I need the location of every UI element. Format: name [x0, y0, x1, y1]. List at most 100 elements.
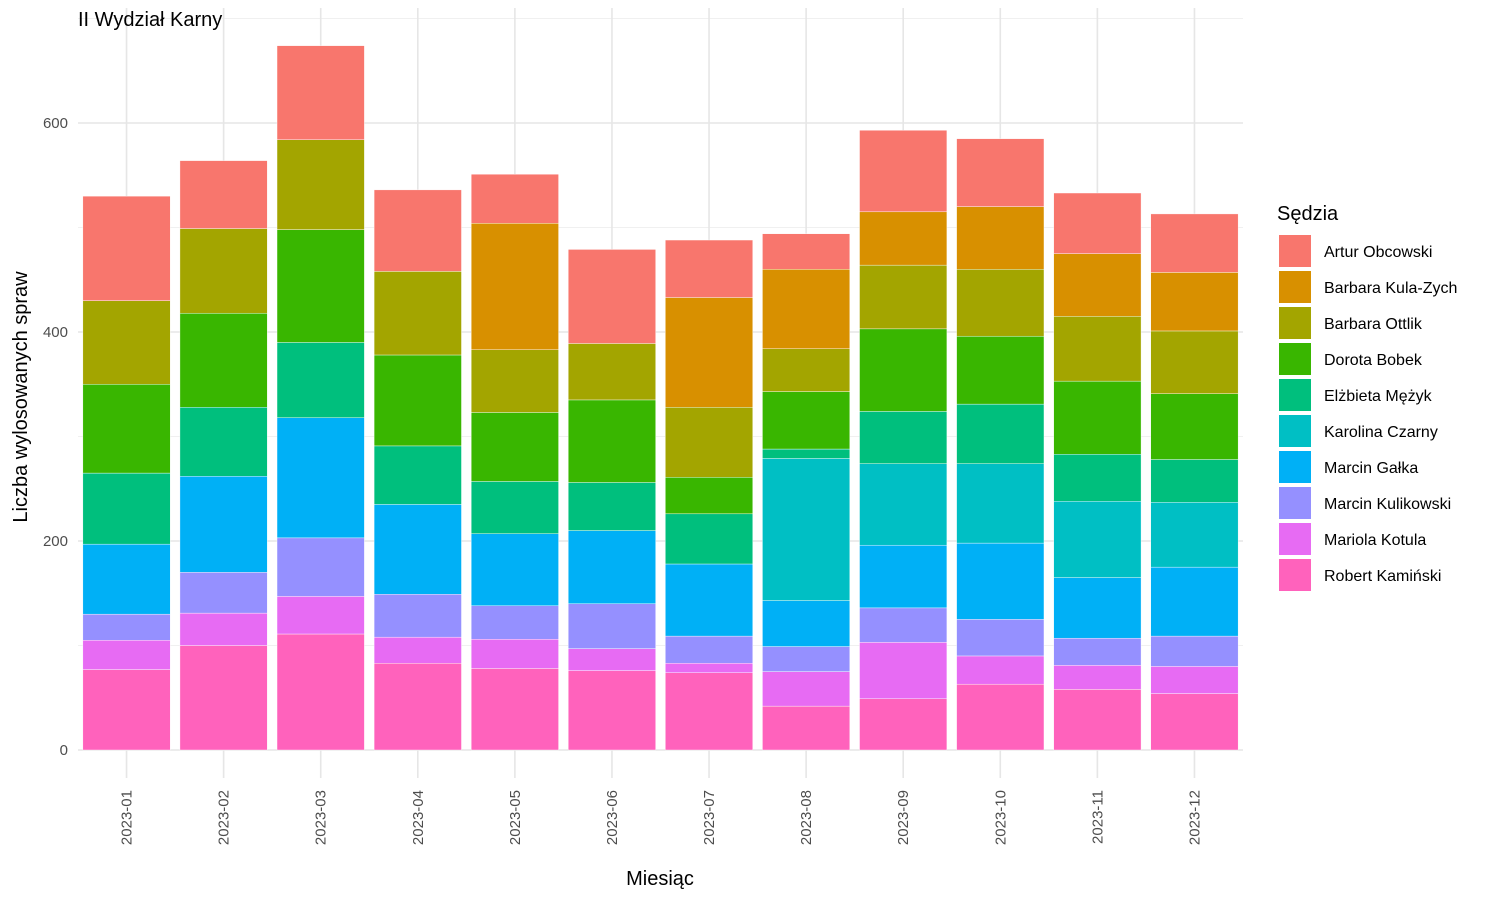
bar-segment: Marcin Kulikowski 2023-11: 26 [1053, 637, 1142, 666]
bar-segment: Artur Obcowski 2023-02: 65 [179, 160, 268, 229]
bar-segment: Artur Obcowski 2023-03: 90 [276, 45, 365, 140]
bar-segment: Artur Obcowski 2023-10: 65 [956, 138, 1045, 207]
x-tick-label: 2023-10 [992, 790, 1009, 845]
bar-segment: Artur Obcowski 2023-11: 58 [1053, 192, 1142, 254]
legend-label: Marcin Gałka [1324, 460, 1418, 477]
bar-segment: Dorota Bobek 2023-03: 108 [276, 229, 365, 343]
legend-label: Mariola Kotula [1324, 532, 1426, 549]
bar-segment: Dorota Bobek 2023-07: 35 [665, 477, 753, 515]
bar-segment: Marcin Kulikowski 2023-08: 24 [762, 646, 851, 672]
bar-segment: Robert Kamiński 2023-03: 111 [276, 633, 365, 751]
bar-segment: Mariola Kotula 2023-03: 36 [276, 596, 365, 635]
bar-segment: Elżbieta Mężyk 2023-07: 48 [665, 513, 753, 565]
bar-segment: Marcin Gałka 2023-10: 73 [956, 542, 1045, 620]
bar-segment: Robert Kamiński 2023-09: 49 [859, 698, 948, 751]
bar-segment: Artur Obcowski 2023-09: 78 [859, 130, 948, 213]
bar-segment: Elżbieta Mężyk 2023-11: 45 [1053, 454, 1142, 502]
bar-segment: Barbara Ottlik 2023-04: 80 [373, 271, 462, 356]
x-tick-label: 2023-09 [895, 790, 912, 845]
bar-segment: Mariola Kotula 2023-08: 33 [762, 671, 851, 707]
bar-segment: Robert Kamiński 2023-11: 58 [1053, 689, 1142, 751]
bar-segment: Marcin Kulikowski 2023-02: 39 [179, 572, 268, 614]
bar-segment: Barbara Ottlik 2023-01: 80 [82, 300, 171, 385]
bar-segment: Barbara Kula-Zych 2023-10: 60 [956, 206, 1045, 270]
legend-swatch [1279, 271, 1311, 303]
x-axis-title: Miesiąc [626, 868, 694, 890]
bar-segment: Barbara Kula-Zych 2023-09: 51 [859, 211, 948, 266]
bar-segment: Barbara Ottlik 2023-09: 61 [859, 264, 948, 330]
bar-segment: Dorota Bobek 2023-06: 79 [568, 399, 656, 483]
y-tick-label: 600 [43, 115, 68, 132]
x-tick-label: 2023-08 [798, 790, 815, 845]
bar-segment: Karolina Czarny 2023-12: 62 [1150, 502, 1239, 568]
bar-segment: Barbara Ottlik 2023-08: 41 [762, 348, 851, 392]
bar-segment: Marcin Kulikowski 2023-07: 26 [665, 635, 753, 664]
bar-segment: Artur Obcowski 2023-05: 47 [470, 174, 559, 224]
bar-segment: Robert Kamiński 2023-12: 54 [1150, 693, 1239, 751]
legend-swatch [1279, 523, 1311, 555]
bar-segment: Robert Kamiński 2023-06: 76 [568, 670, 656, 751]
bar-segment: Robert Kamiński 2023-05: 78 [470, 668, 559, 751]
bar-segment: Marcin Kulikowski 2023-09: 33 [859, 607, 948, 643]
bar-segment: Robert Kamiński 2023-10: 63 [956, 683, 1045, 751]
bar-segment: Marcin Kulikowski 2023-12: 29 [1150, 635, 1239, 667]
x-tick-label: 2023-01 [119, 790, 136, 845]
bar-segment: Barbara Ottlik 2023-07: 67 [665, 407, 753, 478]
legend-label: Artur Obcowski [1324, 244, 1432, 261]
bar-segment: Artur Obcowski 2023-08: 34 [762, 233, 851, 270]
bar-segment: Artur Obcowski 2023-06: 90 [568, 249, 656, 344]
bar-segment: Elżbieta Mężyk 2023-03: 72 [276, 342, 365, 418]
bar-segment: Marcin Gałka 2023-02: 92 [179, 476, 268, 573]
y-tick-label: 400 [43, 324, 68, 341]
bar-segment: Marcin Gałka 2023-04: 86 [373, 504, 462, 595]
legend-label: Robert Kamiński [1324, 568, 1441, 585]
bar-segment: Marcin Gałka 2023-07: 69 [665, 563, 753, 637]
bar-segment: Mariola Kotula 2023-09: 54 [859, 642, 948, 699]
bar-segment: Dorota Bobek 2023-09: 79 [859, 328, 948, 412]
bar-segment: Dorota Bobek 2023-11: 70 [1053, 380, 1142, 455]
bar-segment: Marcin Gałka 2023-11: 58 [1053, 577, 1142, 639]
legend-title: Sędzia [1277, 203, 1339, 225]
bar-segment: Artur Obcowski 2023-12: 56 [1150, 213, 1239, 273]
bar-segment: Robert Kamiński 2023-01: 77 [82, 669, 171, 751]
bar-segment: Elżbieta Mężyk 2023-08: 9 [762, 448, 851, 459]
bar-segment: Mariola Kotula 2023-01: 28 [82, 640, 171, 670]
bar-segment: Elżbieta Mężyk 2023-09: 50 [859, 411, 948, 464]
bar-segment: Mariola Kotula 2023-05: 28 [470, 639, 559, 669]
legend-label: Barbara Ottlik [1324, 316, 1423, 333]
bar-segment: Marcin Gałka 2023-01: 67 [82, 543, 171, 615]
legend-swatch [1279, 559, 1311, 591]
bar-segment: Dorota Bobek 2023-12: 63 [1150, 393, 1239, 460]
x-tick-label: 2023-04 [410, 790, 427, 845]
bar-segment: Robert Kamiński 2023-08: 42 [762, 705, 851, 751]
bar-segment: Barbara Kula-Zych 2023-12: 56 [1150, 272, 1239, 332]
x-tick-label: 2023-12 [1186, 790, 1203, 845]
bar-segment: Barbara Ottlik 2023-12: 60 [1150, 330, 1239, 394]
y-tick-label: 0 [60, 742, 68, 759]
bar-segment: Dorota Bobek 2023-05: 66 [470, 412, 559, 482]
bar-segment: Marcin Kulikowski 2023-06: 43 [568, 603, 656, 649]
bar-segment: Karolina Czarny 2023-10: 76 [956, 463, 1045, 544]
y-tick-labels: 0 200 400 600 [43, 115, 68, 759]
bar-segment: Barbara Kula-Zych 2023-07: 105 [665, 297, 753, 408]
bar-segment: Barbara Ottlik 2023-10: 64 [956, 269, 1045, 337]
bar-segment: Mariola Kotula 2023-06: 21 [568, 648, 656, 671]
bar-segment: Karolina Czarny 2023-09: 78 [859, 463, 948, 546]
bar-segment: Barbara Ottlik 2023-05: 60 [470, 349, 559, 413]
legend-swatch [1279, 415, 1311, 447]
bar-segment: Elżbieta Mężyk 2023-01: 68 [82, 472, 171, 545]
bar-segment: Dorota Bobek 2023-02: 90 [179, 312, 268, 408]
bar-segment: Mariola Kotula 2023-10: 27 [956, 655, 1045, 685]
bar-segment: Robert Kamiński 2023-02: 100 [179, 645, 268, 751]
bar-segment: Artur Obcowski 2023-07: 55 [665, 239, 753, 298]
bar-segment: Artur Obcowski 2023-01: 100 [82, 195, 171, 301]
bar-segment: Marcin Kulikowski 2023-04: 41 [373, 594, 462, 638]
legend-swatch [1279, 379, 1311, 411]
bar-segment: Robert Kamiński 2023-04: 83 [373, 663, 462, 751]
x-tick-label: 2023-03 [313, 790, 330, 845]
bar-segment: Barbara Kula-Zych 2023-05: 121 [470, 223, 559, 350]
bar-segment: Marcin Gałka 2023-08: 44 [762, 600, 851, 647]
legend-swatch [1279, 451, 1311, 483]
legend-items: Artur Obcowski Barbara Kula-Zych Barbara O… [1279, 235, 1457, 591]
bars: Robert Kamiński 2023-01: 77Mariola Kotul… [82, 45, 1239, 751]
